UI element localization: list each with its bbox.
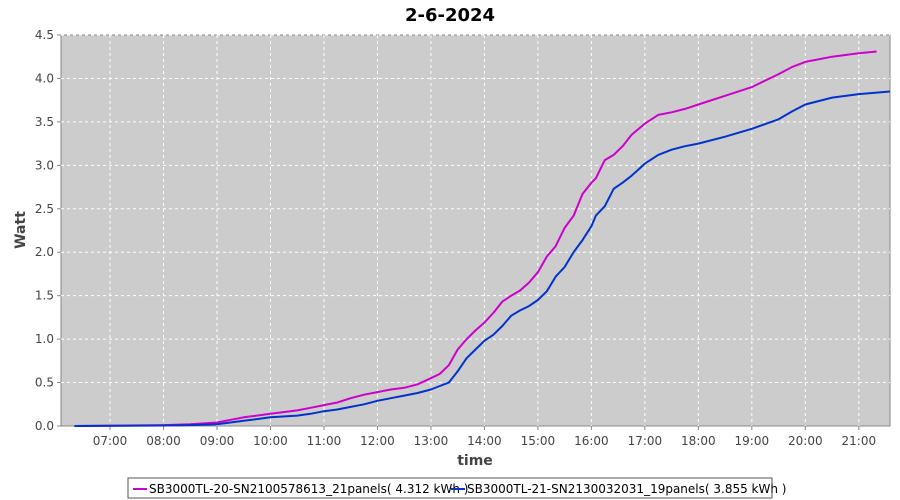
x-tick-label: 20:00 xyxy=(788,434,823,448)
grid xyxy=(61,34,890,426)
y-axis-title: Watt xyxy=(13,211,29,249)
y-tick-label: 1.0 xyxy=(35,332,54,346)
x-tick-label: 15:00 xyxy=(521,434,556,448)
x-tick-label: 19:00 xyxy=(735,434,770,448)
y-tick-label: 2.0 xyxy=(35,245,54,259)
series-2-line xyxy=(74,90,891,427)
y-tick-label: 3.0 xyxy=(35,158,54,172)
y-tick-label: 1.5 xyxy=(35,289,54,303)
y-tick-label: 0.5 xyxy=(35,376,54,390)
x-tick-label: 13:00 xyxy=(414,434,449,448)
legend-box xyxy=(127,477,773,499)
x-tick-label: 09:00 xyxy=(200,434,235,448)
y-tick-label: 0.0 xyxy=(35,419,54,433)
x-tick-label: 14:00 xyxy=(467,434,502,448)
x-tick-label: 10:00 xyxy=(253,434,288,448)
x-tick-label: 17:00 xyxy=(628,434,663,448)
legend-label-2: SB3000TL-21-SN2130032031_19panels( 3.855… xyxy=(467,482,786,496)
x-tick-label: 07:00 xyxy=(93,434,128,448)
x-tick-label: 11:00 xyxy=(307,434,342,448)
x-tick-label: 08:00 xyxy=(146,434,181,448)
y-tick-label: 4.0 xyxy=(35,71,54,85)
y-tick-label: 4.5 xyxy=(35,28,54,42)
legend: SB3000TL-20-SN2100578613_21panels( 4.312… xyxy=(127,477,786,499)
y-tick-label: 3.5 xyxy=(35,115,54,129)
x-tick-label: 12:00 xyxy=(360,434,395,448)
plot-area xyxy=(60,34,891,427)
legend-label-1: SB3000TL-20-SN2100578613_21panels( 4.312… xyxy=(149,482,468,496)
y-tick-label: 2.5 xyxy=(35,202,54,216)
x-tick-label: 16:00 xyxy=(574,434,609,448)
x-tick-label: 21:00 xyxy=(842,434,877,448)
axes: 07:00 08:00 09:00 10:00 11:00 12:00 13:00 14:00… xyxy=(35,28,876,448)
x-axis-title: time xyxy=(457,453,493,469)
series-1-line xyxy=(74,50,877,427)
chart-title: 2-6-2024 xyxy=(405,5,495,26)
series-layer xyxy=(74,50,891,427)
x-tick-label: 18:00 xyxy=(681,434,716,448)
